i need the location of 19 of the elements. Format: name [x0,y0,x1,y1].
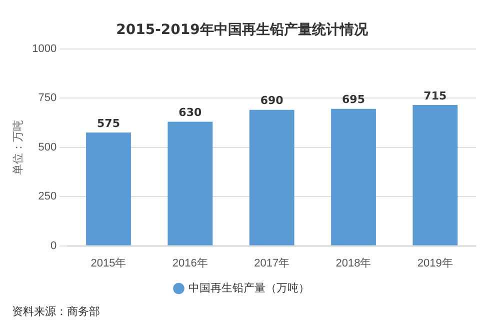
data-label: 575 [97,116,120,130]
data-label: 695 [342,93,365,106]
y-tick-label: 1000 [32,42,57,55]
x-tick-label: 2016年 [172,257,208,270]
legend-label: 中国再生铅产量（万吨） [188,281,310,294]
x-tick-label: 2019年 [417,257,453,270]
x-tick-label: 2017年 [254,257,290,270]
y-tick-label: 250 [38,190,57,203]
y-tick-label: 0 [50,240,57,252]
data-label: 715 [424,89,447,102]
x-tick-label: 2018年 [336,257,372,270]
y-tick-label: 500 [38,141,57,154]
data-label: 690 [260,94,284,108]
data-label: 630 [178,106,202,120]
x-tick-label: 2015年 [90,257,126,270]
chart-title: 2015-2019年中国再生铅产量统计情况 [116,21,369,38]
y-tick-label: 750 [38,92,57,104]
y-axis-title: 单位：万吨 [12,120,25,175]
text: 资料来源：商务部 [11,304,101,319]
